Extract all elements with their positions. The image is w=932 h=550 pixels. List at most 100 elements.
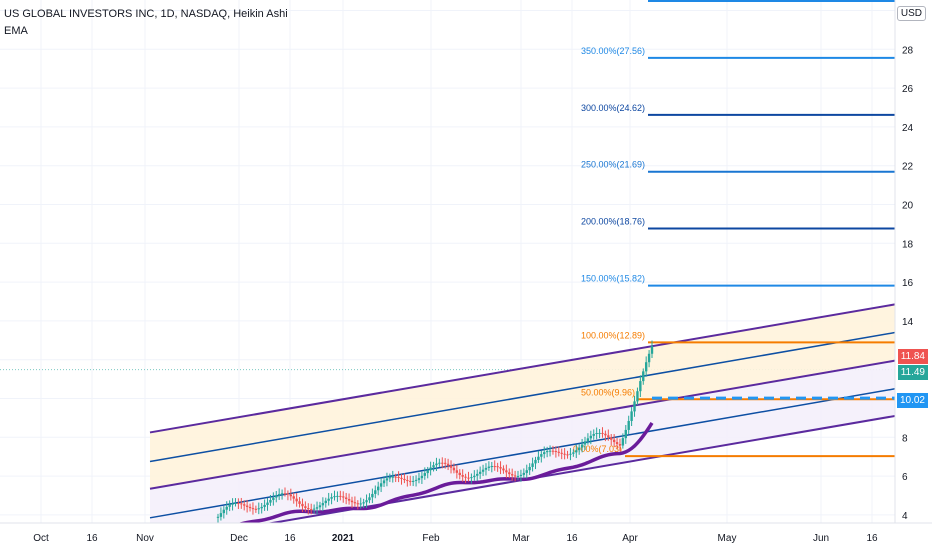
time-axis[interactable]: Oct 16 Nov Dec 16 2021 Feb Mar 16 Apr May Jun 16 xyxy=(0,522,932,544)
candle-body xyxy=(647,353,651,363)
candle-body xyxy=(551,450,555,452)
candle-body xyxy=(272,497,275,500)
candle-body xyxy=(336,495,339,497)
candle-body xyxy=(312,508,316,510)
candle-body xyxy=(598,432,601,434)
candle-body xyxy=(441,462,444,464)
fib-level-label: 250.00%(21.69) xyxy=(581,160,645,170)
candle-body xyxy=(423,473,427,476)
fib-level-label: 350.00%(27.56) xyxy=(581,46,645,56)
candle-body xyxy=(234,503,237,505)
candle-body xyxy=(266,502,269,505)
channel-line-blue xyxy=(149,331,895,463)
candle-body xyxy=(417,478,421,480)
candle-body xyxy=(289,494,293,497)
candle-body xyxy=(292,496,295,499)
candle-body xyxy=(595,433,598,435)
currency-button[interactable]: USD xyxy=(896,6,926,21)
candle-body xyxy=(420,475,424,479)
candle-body xyxy=(245,505,249,507)
price-tick-label: 8 xyxy=(902,433,908,444)
candle-body xyxy=(557,451,560,453)
price-tick-label: 14 xyxy=(902,317,914,328)
candle-body xyxy=(333,496,336,498)
candle-body xyxy=(374,490,377,494)
candle-body xyxy=(377,486,380,491)
price-tick-label: 18 xyxy=(902,239,914,250)
candle-body xyxy=(298,501,301,504)
time-tick-label: 16 xyxy=(86,533,98,544)
time-tick-label: Dec xyxy=(230,533,248,544)
candle-body xyxy=(572,452,575,454)
candle-body xyxy=(301,503,304,507)
candle-body xyxy=(554,451,558,453)
candle-body xyxy=(470,477,473,479)
candle-body xyxy=(365,500,368,503)
regression-channel[interactable] xyxy=(149,303,895,544)
candle-body xyxy=(307,508,310,510)
fib-level-label: 200.00%(18.76) xyxy=(581,217,645,227)
candle-body xyxy=(580,444,584,448)
candle-body xyxy=(304,506,307,509)
candle-body xyxy=(650,346,654,354)
fib-extension[interactable]: 0.00%(7.03) 50.00%(9.96) 100.00%(12.89) 150… xyxy=(573,0,895,458)
candle-body xyxy=(513,475,517,477)
candle-body xyxy=(575,450,578,453)
candle-body xyxy=(225,506,228,510)
candle-body xyxy=(411,480,415,482)
time-tick-label: Mar xyxy=(512,533,530,544)
fib-level-label: 150.00%(15.82) xyxy=(581,274,645,284)
candle-body xyxy=(438,462,441,464)
candle-body xyxy=(362,502,365,504)
candle-body xyxy=(545,451,549,453)
candle-body xyxy=(263,504,266,507)
candle-body xyxy=(426,470,429,474)
candle-body xyxy=(566,454,569,456)
candle-body xyxy=(435,463,438,466)
candle-body xyxy=(496,466,499,468)
candle-body xyxy=(583,441,587,445)
candle-body xyxy=(612,439,616,443)
candle-body xyxy=(461,475,464,477)
price-tag-last: 11.49 xyxy=(897,365,928,380)
candle-body xyxy=(248,506,252,509)
candle-body xyxy=(510,474,514,476)
candle-body xyxy=(310,509,313,511)
candle-body xyxy=(391,476,394,478)
candle-body xyxy=(586,438,590,442)
candle-body xyxy=(569,453,572,455)
candle-body xyxy=(295,498,298,502)
candle-body xyxy=(589,435,593,439)
time-tick-label: 16 xyxy=(284,533,296,544)
candle-body xyxy=(577,447,581,451)
candle-body xyxy=(537,456,540,460)
candle-body xyxy=(443,462,447,464)
candle-body xyxy=(350,500,354,503)
candle-body xyxy=(315,507,319,509)
candle-body xyxy=(563,453,566,455)
candles xyxy=(216,340,654,523)
ema-curve xyxy=(238,421,654,523)
candle-body xyxy=(502,468,505,471)
candle-body xyxy=(397,477,400,479)
time-tick-label: Feb xyxy=(422,533,440,544)
candle-body xyxy=(446,463,450,466)
ema-line xyxy=(238,421,654,523)
candle-body xyxy=(487,466,491,468)
candle-body xyxy=(560,452,563,454)
candle-body xyxy=(283,493,287,495)
candle-body xyxy=(519,474,523,476)
candle-body xyxy=(432,465,435,468)
candle-body xyxy=(356,503,360,505)
time-tick-label: Nov xyxy=(136,533,154,544)
candle-body xyxy=(522,472,526,475)
candle-body xyxy=(540,454,543,457)
candle-body xyxy=(327,498,330,501)
candle-body xyxy=(543,452,546,455)
candle-body xyxy=(269,499,272,503)
candle-body xyxy=(484,467,488,470)
candle-body xyxy=(508,472,511,475)
indicator-label[interactable]: EMA xyxy=(4,25,28,37)
price-axis[interactable]: 4681012141618202224262830 xyxy=(894,0,914,523)
